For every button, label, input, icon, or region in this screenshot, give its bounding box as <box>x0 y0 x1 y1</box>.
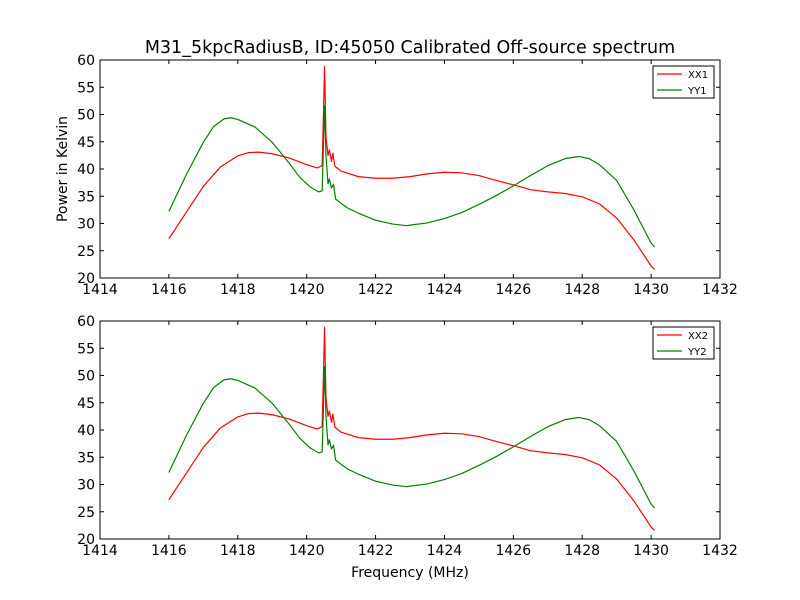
series-line-xx2 <box>168 326 655 531</box>
y-tick-label-top: 25 <box>77 244 95 260</box>
y-tick-label-bottom: 35 <box>77 450 95 466</box>
legend-frame-bottom <box>652 326 715 360</box>
y-tick-label-bottom: 50 <box>77 369 95 385</box>
legend-label-xx2: XX2 <box>688 331 708 342</box>
x-tick-label-bottom: 1416 <box>151 543 187 559</box>
y-tick-label-bottom: 20 <box>77 532 95 548</box>
axes-frame-top <box>99 59 721 279</box>
x-tick-label-bottom: 1426 <box>496 543 532 559</box>
x-tick-label-top: 1428 <box>564 282 600 298</box>
x-tick-label-bottom: 1430 <box>633 543 669 559</box>
x-tick-label-top: 1416 <box>151 282 187 298</box>
y-tick-label-top: 60 <box>77 53 95 69</box>
x-tick-label-top: 1420 <box>289 282 325 298</box>
plot-area-bottom: 1414 1416 1418 1420 1422 1424 1426 1428 1430 1432… <box>77 314 738 559</box>
subplot-bottom: 1414 1416 1418 1420 1422 1424 1426 1428 1430 1432… <box>77 314 738 581</box>
x-axis-label-bottom: Frequency (MHz) <box>351 565 469 581</box>
x-tick-label-top: 1430 <box>633 282 669 298</box>
y-tick-label-top: 30 <box>77 217 95 233</box>
x-tick-label-bottom: 1422 <box>358 543 394 559</box>
y-tick-label-bottom: 60 <box>77 314 95 330</box>
series-line-xx1 <box>168 65 655 270</box>
x-tick-label-top: 1414 <box>82 282 118 298</box>
y-tick-label-top: 45 <box>77 135 95 151</box>
legend-top: XX1 YY1 <box>652 65 715 99</box>
plot-area-top: 1414 1416 1418 1420 1422 1424 1426 1428 1430 1432… <box>77 53 738 298</box>
y-tick-label-bottom: 40 <box>77 423 95 439</box>
y-tick-label-top: 20 <box>77 271 95 287</box>
x-tick-label-bottom: 1418 <box>220 543 256 559</box>
subplot-top: 1414 1416 1418 1420 1422 1424 1426 1428 1430 1432… <box>55 53 738 298</box>
x-tick-label-top: 1432 <box>702 282 738 298</box>
y-tick-label-bottom: 45 <box>77 396 95 412</box>
legend-label-yy2: YY2 <box>687 347 707 358</box>
x-tick-label-top: 1426 <box>496 282 532 298</box>
legend-bottom: XX2 YY2 <box>652 326 715 360</box>
series-line-yy1 <box>168 105 656 248</box>
y-axis-label-top: Power in Kelvin <box>55 116 71 222</box>
x-tick-label-bottom: 1424 <box>427 543 463 559</box>
y-tick-label-top: 35 <box>77 189 95 205</box>
x-tick-label-top: 1422 <box>358 282 394 298</box>
y-tick-label-top: 50 <box>77 108 95 124</box>
y-tick-label-bottom: 25 <box>77 505 95 521</box>
y-tick-label-bottom: 55 <box>77 341 95 357</box>
legend-label-xx1: XX1 <box>688 70 708 81</box>
x-tick-label-bottom: 1432 <box>702 543 738 559</box>
x-tick-label-bottom: 1428 <box>564 543 600 559</box>
series-line-yy2 <box>168 366 656 509</box>
axes-frame-bottom <box>99 320 721 540</box>
legend-label-yy1: YY1 <box>687 86 707 97</box>
x-tick-label-top: 1418 <box>220 282 256 298</box>
chart-title: M31_5kpcRadiusB, ID:45050 Calibrated Off… <box>145 38 675 58</box>
x-tick-label-bottom: 1414 <box>82 543 118 559</box>
y-tick-label-top: 55 <box>77 80 95 96</box>
x-tick-label-top: 1424 <box>427 282 463 298</box>
y-tick-label-top: 40 <box>77 162 95 178</box>
y-tick-label-bottom: 30 <box>77 478 95 494</box>
x-tick-label-bottom: 1420 <box>289 543 325 559</box>
legend-frame-top <box>652 65 715 99</box>
